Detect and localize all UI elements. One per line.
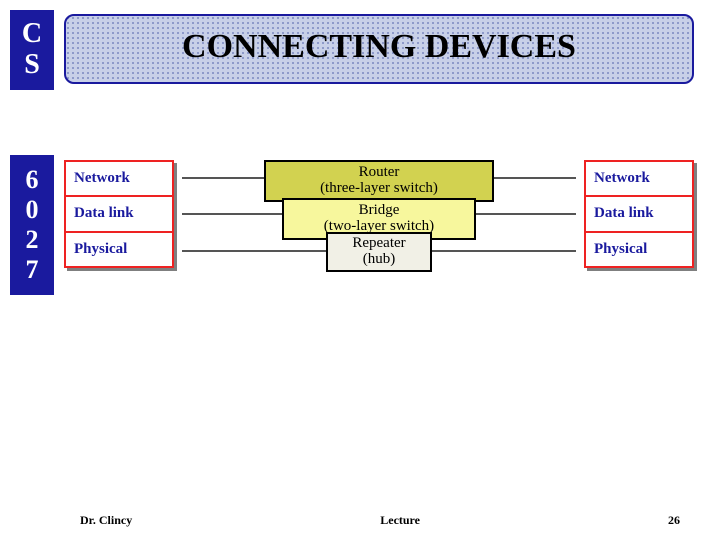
layer-stack-left: Network Data link Physical [64,160,174,268]
slide-title: CONNECTING DEVICES [64,28,694,66]
device-router-title: Router [359,165,400,181]
sidebar-digit: 7 [26,255,39,285]
sidebar-digit: 6 [26,165,39,195]
sidebar-digit: 2 [26,225,39,255]
connecting-devices-diagram: Network Data link Physical Network Data … [64,160,694,290]
layer-stack-right: Network Data link Physical [584,160,694,268]
device-repeater: Repeater (hub) [326,232,432,272]
layer-physical-left: Physical [66,233,172,266]
footer-lecture: Lecture [380,513,420,528]
sidebar-digit: 0 [26,195,39,225]
layer-datalink-left: Data link [66,197,172,232]
layer-network-right: Network [586,162,692,197]
layer-network-left: Network [66,162,172,197]
layer-physical-right: Physical [586,233,692,266]
device-repeater-sub: (hub) [363,252,396,268]
device-repeater-title: Repeater [352,236,405,252]
device-router: Router (three-layer switch) [264,160,494,202]
sidebar-letter: S [24,50,40,81]
device-bridge-title: Bridge [359,203,400,219]
device-router-sub: (three-layer switch) [320,181,438,197]
sidebar-badge-cs: C S [10,10,54,90]
slide-footer: Dr. Clincy Lecture 26 [0,513,720,528]
title-banner: CONNECTING DEVICES [64,14,694,86]
footer-author: Dr. Clincy [80,513,132,528]
footer-page: 26 [668,513,680,528]
layer-datalink-right: Data link [586,197,692,232]
sidebar-letter: C [22,19,42,50]
sidebar-badge-course: 6 0 2 7 [10,155,54,295]
